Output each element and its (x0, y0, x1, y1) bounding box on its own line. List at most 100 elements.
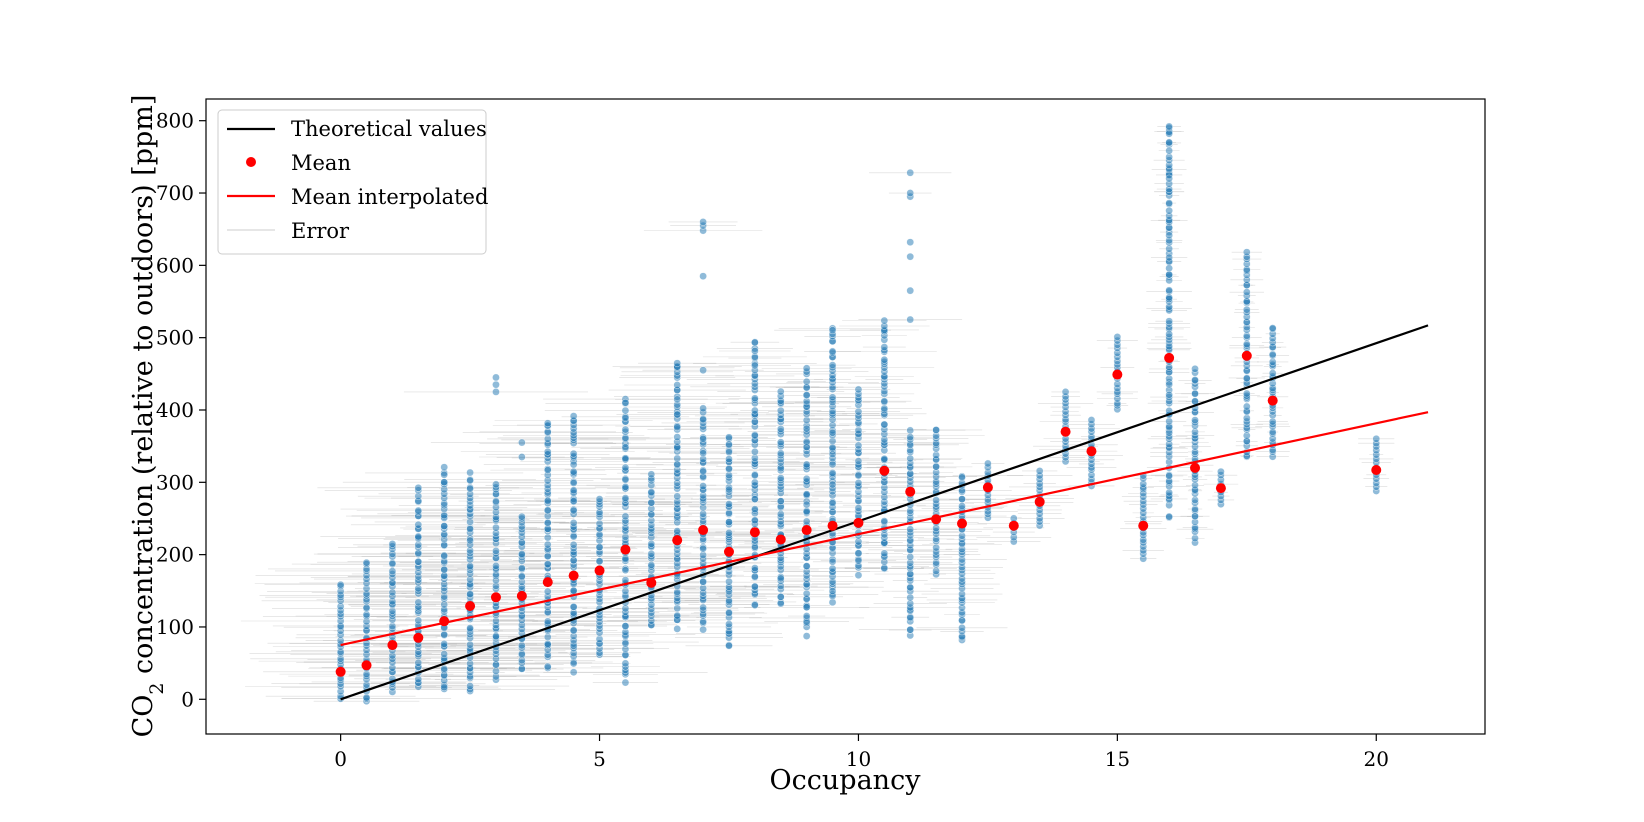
scatter-point (1191, 376, 1199, 384)
scatter-point (725, 577, 733, 586)
scatter-point (621, 475, 630, 484)
scatter-point (1113, 333, 1122, 341)
scatter-point (751, 564, 759, 572)
scatter-point (725, 518, 733, 526)
scatter-point (440, 565, 448, 574)
scatter-point (751, 448, 759, 456)
scatter-point (906, 433, 915, 441)
scatter-point (1165, 174, 1173, 183)
scatter-point (673, 359, 682, 367)
scatter-point (440, 650, 448, 658)
scatter-point (440, 551, 448, 560)
scatter-point (751, 361, 759, 370)
scatter-point (621, 414, 630, 422)
mean-point (1371, 465, 1382, 476)
y-tick-label: 0 (181, 687, 194, 711)
y-axis-label: CO2 concentration (relative to outdoors)… (128, 95, 168, 738)
scatter-point (906, 454, 915, 463)
scatter-point (751, 582, 759, 591)
scatter-point (492, 632, 500, 640)
scatter-point (751, 406, 759, 415)
scatter-point (466, 468, 474, 477)
scatter-point (673, 492, 682, 501)
scatter-point (440, 470, 448, 479)
scatter-point (880, 397, 889, 406)
x-axis-label: Occupancy (770, 765, 922, 796)
scatter-point (854, 441, 863, 450)
scatter-point (621, 483, 630, 491)
scatter-point (673, 423, 682, 432)
scatter-point (776, 406, 785, 415)
scatter-point (776, 510, 785, 518)
scatter-point (543, 560, 552, 568)
scatter-point (621, 398, 630, 407)
mean-point (905, 486, 916, 497)
mean-point (1164, 352, 1175, 363)
y-tick-label: 400 (156, 398, 194, 422)
scatter-point (880, 343, 889, 351)
scatter-point (1372, 435, 1381, 443)
scatter-point (1243, 374, 1251, 383)
scatter-point (1191, 534, 1199, 543)
scatter-point (1165, 512, 1173, 521)
scatter-point (802, 517, 811, 526)
scatter-point (880, 404, 889, 413)
scatter-point (569, 541, 578, 549)
scatter-point (1243, 340, 1251, 348)
scatter-point (906, 238, 915, 247)
scatter-point (906, 168, 915, 177)
scatter-point (621, 494, 630, 502)
scatter-point (518, 453, 526, 461)
scatter-point (776, 449, 785, 458)
scatter-point (699, 603, 707, 612)
scatter-point (932, 496, 940, 504)
scatter-point (802, 589, 811, 598)
scatter-point (388, 540, 397, 548)
scatter-point (1165, 270, 1173, 279)
scatter-point (518, 641, 526, 650)
mean-point (490, 592, 501, 603)
scatter-point (647, 550, 656, 558)
scatter-point (958, 473, 966, 482)
scatter-point (776, 425, 785, 433)
scatter-point (776, 599, 785, 608)
scatter-point (906, 593, 915, 602)
mean-point (1034, 496, 1045, 507)
scatter-point (1191, 389, 1199, 398)
scatter-point (906, 613, 915, 621)
scatter-point (751, 495, 759, 503)
legend-interp-label: Mean interpolated (291, 185, 488, 209)
y-tick-label: 700 (156, 181, 194, 205)
scatter-point (699, 544, 707, 553)
scatter-point (751, 471, 759, 480)
scatter-point (1165, 380, 1173, 389)
x-tick-label: 15 (1105, 747, 1130, 771)
scatter-point (828, 499, 837, 507)
scatter-point (1165, 253, 1173, 262)
scatter-point (414, 675, 423, 683)
scatter-point (828, 564, 837, 573)
fit-lines (340, 324, 1429, 701)
scatter-point (388, 559, 397, 568)
scatter-point (518, 550, 526, 558)
scatter-point (621, 425, 630, 434)
scatter-point (1165, 146, 1173, 155)
scatter-point (906, 189, 915, 197)
scatter-point (802, 460, 811, 469)
scatter-point (802, 474, 811, 483)
scatter-point (673, 381, 682, 389)
scatter-point (621, 443, 630, 451)
scatter-point (1268, 324, 1277, 332)
scatter-point (673, 611, 682, 620)
scatter-point (984, 459, 992, 468)
mean-point (672, 535, 683, 546)
scatter-point (828, 347, 837, 356)
legend-error-label: Error (291, 219, 350, 243)
scatter-point (673, 454, 682, 463)
scatter-point (440, 640, 448, 648)
scatter-point (776, 497, 785, 506)
scatter-point (466, 682, 474, 690)
y-axis-ticks: 0 100 200 300 400 500 600 700 800 (156, 109, 206, 711)
scatter-point (725, 485, 733, 494)
scatter-point (854, 549, 863, 558)
